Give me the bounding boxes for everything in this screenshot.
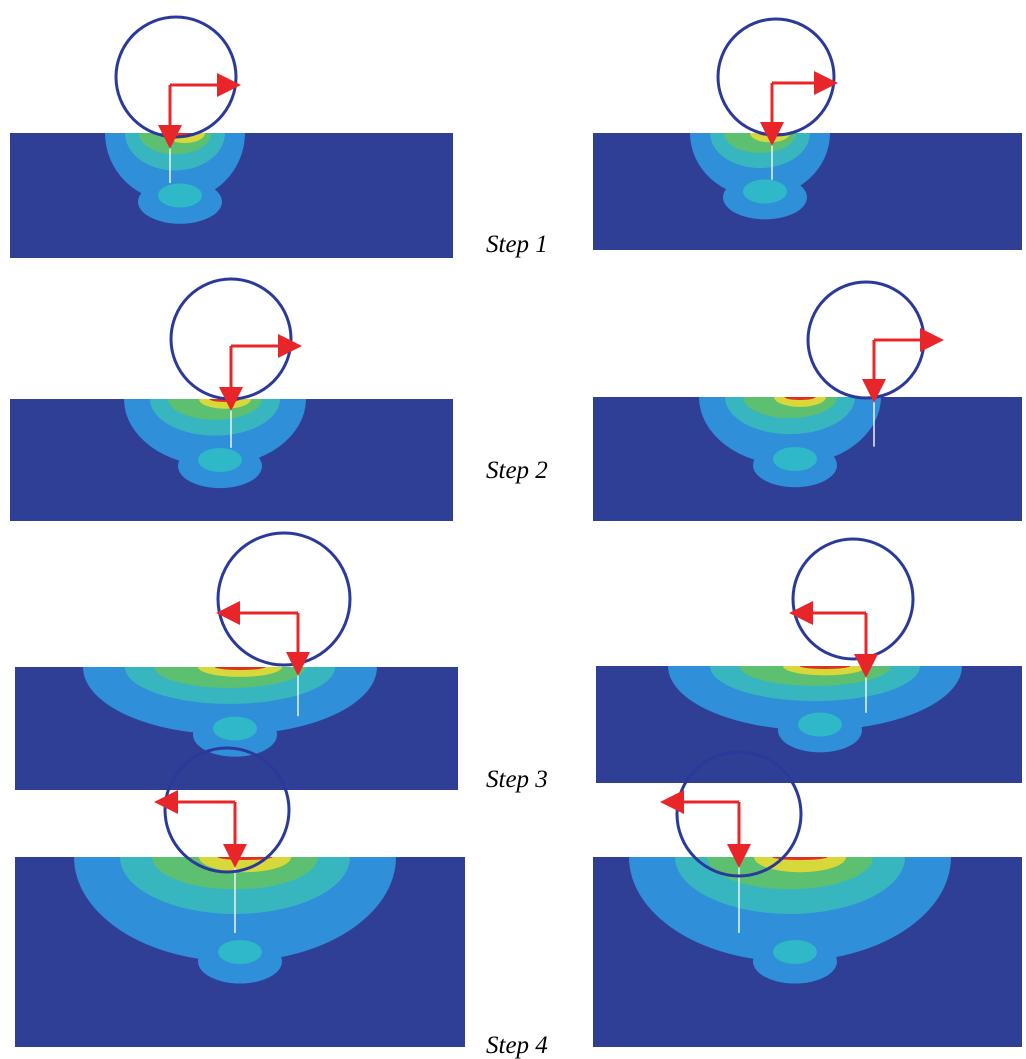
contour (773, 940, 817, 964)
contour (743, 180, 787, 204)
contour (784, 394, 815, 400)
contour (800, 663, 850, 669)
simulation-panel (15, 748, 465, 1047)
roller (793, 539, 913, 659)
contour (198, 448, 242, 472)
contour (215, 664, 265, 670)
roller (218, 533, 350, 665)
contour (218, 940, 262, 964)
panels (10, 17, 1022, 1047)
simulation-panel (593, 752, 1022, 1047)
simulation-panel (593, 19, 1022, 250)
simulation-panel (15, 533, 458, 790)
step-label: Step 2 (486, 457, 548, 484)
step-label: Step 3 (486, 766, 548, 793)
step-label: Step 1 (486, 231, 548, 258)
roller (116, 17, 236, 137)
simulation-panel (596, 539, 1022, 783)
contour (158, 184, 202, 208)
contour (773, 447, 817, 471)
contour (798, 713, 842, 737)
step-label: Step 4 (486, 1032, 548, 1059)
contour (213, 717, 257, 741)
simulation-panel (10, 279, 453, 521)
figure: Step 1 Step 2 Step 3 Step 4 (0, 0, 1026, 1059)
simulation-panel (10, 17, 453, 258)
simulation-panel (593, 282, 1022, 521)
roller (718, 19, 834, 135)
